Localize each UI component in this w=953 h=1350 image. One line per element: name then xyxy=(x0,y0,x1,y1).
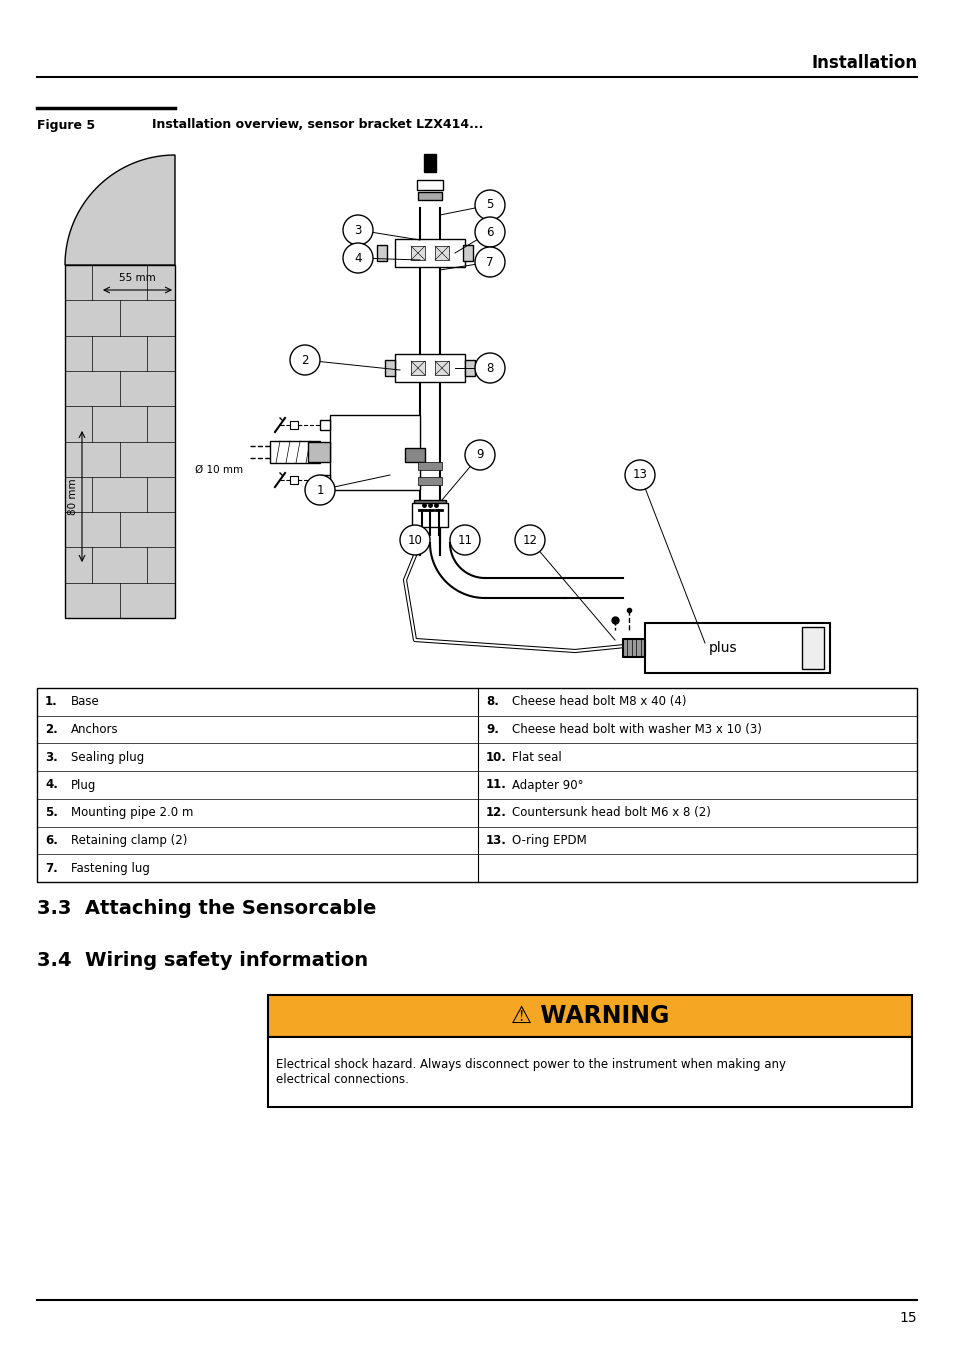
Text: 5.: 5. xyxy=(45,806,58,819)
Text: 9: 9 xyxy=(476,448,483,462)
Bar xyxy=(411,360,424,375)
Circle shape xyxy=(399,525,430,555)
Circle shape xyxy=(305,475,335,505)
Bar xyxy=(385,360,395,377)
Bar xyxy=(290,421,297,429)
Text: 2.: 2. xyxy=(45,724,58,736)
Bar xyxy=(462,244,473,261)
Bar xyxy=(622,639,644,657)
Text: 10: 10 xyxy=(407,533,422,547)
Bar xyxy=(417,477,441,485)
Text: 7: 7 xyxy=(486,255,494,269)
Circle shape xyxy=(475,247,504,277)
Circle shape xyxy=(475,217,504,247)
Text: ⚠ WARNING: ⚠ WARNING xyxy=(510,1004,668,1027)
Circle shape xyxy=(450,525,479,555)
Circle shape xyxy=(475,190,504,220)
Text: O-ring EPDM: O-ring EPDM xyxy=(512,834,586,846)
Polygon shape xyxy=(65,155,174,265)
Text: 3.4  Wiring safety information: 3.4 Wiring safety information xyxy=(37,950,368,969)
Text: 8: 8 xyxy=(486,362,493,374)
Text: 6: 6 xyxy=(486,225,494,239)
Text: Electrical shock hazard. Always disconnect power to the instrument when making a: Electrical shock hazard. Always disconne… xyxy=(275,1058,785,1085)
Text: Sealing plug: Sealing plug xyxy=(71,751,144,764)
Text: Fastening lug: Fastening lug xyxy=(71,861,150,875)
Text: Anchors: Anchors xyxy=(71,724,118,736)
Text: 12: 12 xyxy=(522,533,537,547)
Text: Flat seal: Flat seal xyxy=(512,751,561,764)
Bar xyxy=(268,995,911,1037)
Text: 4.: 4. xyxy=(45,779,58,791)
Text: 1.: 1. xyxy=(45,695,58,709)
Bar xyxy=(416,180,442,190)
Text: Cheese head bolt M8 x 40 (4): Cheese head bolt M8 x 40 (4) xyxy=(512,695,686,709)
Circle shape xyxy=(475,352,504,383)
Text: Mounting pipe 2.0 m: Mounting pipe 2.0 m xyxy=(71,806,193,819)
Bar xyxy=(412,504,448,526)
Circle shape xyxy=(343,215,373,244)
Text: 6.: 6. xyxy=(45,834,58,846)
Bar xyxy=(270,441,319,463)
Bar xyxy=(414,500,446,512)
Text: Countersunk head bolt M6 x 8 (2): Countersunk head bolt M6 x 8 (2) xyxy=(512,806,710,819)
Text: 10.: 10. xyxy=(485,751,506,764)
Bar xyxy=(464,360,475,377)
Bar xyxy=(290,477,297,485)
Bar xyxy=(395,354,464,382)
Text: 13: 13 xyxy=(632,468,647,482)
Bar xyxy=(801,626,823,670)
Text: plus: plus xyxy=(708,641,737,655)
Bar xyxy=(411,246,424,261)
Circle shape xyxy=(624,460,655,490)
Text: Retaining clamp (2): Retaining clamp (2) xyxy=(71,834,187,846)
Bar xyxy=(37,688,916,882)
Text: 12.: 12. xyxy=(485,806,506,819)
Text: 11: 11 xyxy=(457,533,472,547)
Text: Plug: Plug xyxy=(71,779,96,791)
Text: 3.3  Attaching the Sensorcable: 3.3 Attaching the Sensorcable xyxy=(37,899,376,918)
Bar xyxy=(405,448,424,462)
Text: 2: 2 xyxy=(301,354,309,366)
Bar xyxy=(417,462,441,470)
Bar xyxy=(330,414,419,490)
Text: Ø 10 mm: Ø 10 mm xyxy=(194,464,243,475)
Text: 3.: 3. xyxy=(45,751,58,764)
Bar xyxy=(423,154,436,171)
Bar xyxy=(308,441,330,462)
Bar xyxy=(435,246,449,261)
Text: 9.: 9. xyxy=(485,724,498,736)
Text: Figure 5: Figure 5 xyxy=(37,119,95,131)
Bar xyxy=(319,420,330,431)
Text: 7.: 7. xyxy=(45,861,58,875)
Text: 1: 1 xyxy=(315,483,323,497)
Bar xyxy=(376,244,387,261)
Text: 13.: 13. xyxy=(485,834,506,846)
Bar xyxy=(319,475,330,485)
Text: Adapter 90°: Adapter 90° xyxy=(512,779,583,791)
Text: 8.: 8. xyxy=(485,695,498,709)
Bar xyxy=(65,265,174,618)
Text: 80 mm: 80 mm xyxy=(68,478,78,514)
Circle shape xyxy=(515,525,544,555)
Text: Installation overview, sensor bracket LZX414...: Installation overview, sensor bracket LZ… xyxy=(152,119,483,131)
Text: Installation: Installation xyxy=(811,54,917,72)
Text: 11.: 11. xyxy=(485,779,506,791)
Bar xyxy=(268,1037,911,1107)
Text: 5: 5 xyxy=(486,198,493,212)
Text: 4: 4 xyxy=(354,251,361,265)
Text: Cheese head bolt with washer M3 x 10 (3): Cheese head bolt with washer M3 x 10 (3) xyxy=(512,724,761,736)
Bar xyxy=(395,239,464,267)
Text: 15: 15 xyxy=(899,1311,916,1324)
Circle shape xyxy=(343,243,373,273)
Circle shape xyxy=(464,440,495,470)
Text: 55 mm: 55 mm xyxy=(119,273,155,284)
Bar xyxy=(417,192,441,200)
Bar xyxy=(644,622,829,674)
Bar xyxy=(435,360,449,375)
Text: 3: 3 xyxy=(354,224,361,236)
Text: Base: Base xyxy=(71,695,100,709)
Circle shape xyxy=(290,346,319,375)
